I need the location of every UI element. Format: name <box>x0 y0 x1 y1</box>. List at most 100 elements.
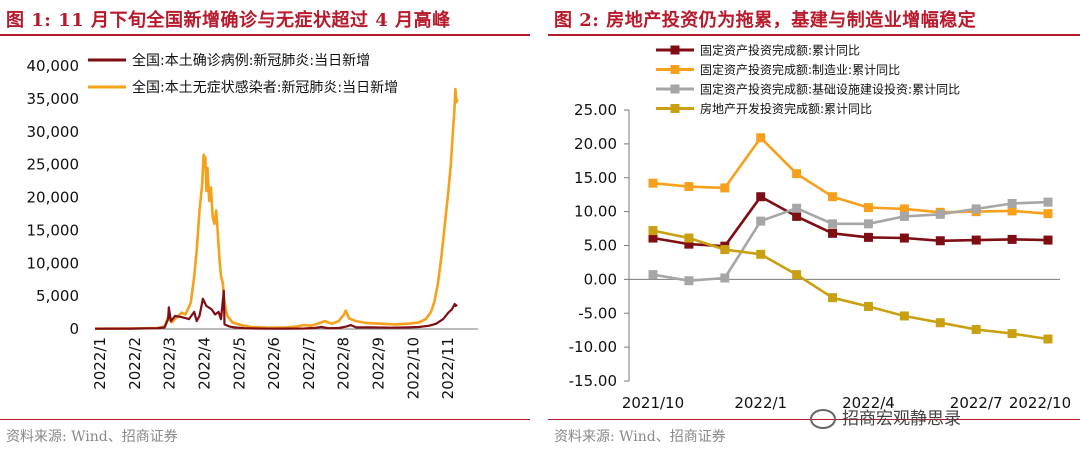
x-tick-label: 2022/4 <box>842 394 895 412</box>
series-4-point <box>684 233 694 243</box>
legend-label: 房地产开发投资完成额:累计同比 <box>700 101 872 116</box>
series-3-point <box>971 204 981 214</box>
series-4-point <box>863 301 873 311</box>
legend-marker <box>670 65 680 74</box>
series-4-point <box>1007 329 1017 339</box>
series-line-1 <box>94 289 458 330</box>
x-tick-label: 2022/7 <box>300 337 318 390</box>
series-1-point <box>792 211 802 221</box>
y-tick-label: 15,000 <box>27 221 80 239</box>
series-3-point <box>720 273 730 283</box>
y-tick-label: 0.00 <box>584 270 617 288</box>
wechat-icon <box>810 409 836 429</box>
series-4-point <box>971 325 981 335</box>
series-3-point <box>648 270 658 280</box>
series-1-point <box>863 232 873 242</box>
title-divider <box>0 34 530 36</box>
y-tick-label: -15.00 <box>569 372 617 390</box>
legend-label: 全国:本土无症状感染者:新冠肺炎:当日新增 <box>132 79 398 96</box>
x-tick-label: 2021/10 <box>622 394 684 412</box>
series-3-point <box>756 216 766 226</box>
series-2-point <box>684 182 694 192</box>
y-tick-label: 25.00 <box>574 101 617 119</box>
x-tick-label: 2022/10 <box>404 337 422 399</box>
legend-label: 固定资产投资完成额:基础设施建设投资:累计同比 <box>700 82 960 97</box>
chart-panel-1: 图 1: 11 月下旬全国新增确诊与无症状超过 4 月高峰 0 5,000 10,0… <box>0 0 530 464</box>
legend-marker <box>670 45 680 55</box>
x-tick-label: 2022/5 <box>230 337 248 390</box>
series-4-point <box>899 311 909 321</box>
series-4-point <box>935 318 945 328</box>
chart-2-title: 图 2: 房地产投资仍为拖累，基建与制造业增幅稳定 <box>554 10 977 31</box>
y-tick-label: 5.00 <box>584 237 617 255</box>
chart-1: 0 5,000 10,000 15,000 20,000 25,000 30,000 35,0… <box>27 52 478 399</box>
source-divider <box>0 419 530 420</box>
x-tick-label: 2022/7 <box>950 394 1003 412</box>
x-tick-label: 2022/1 <box>734 394 787 412</box>
series-2-point <box>756 133 766 143</box>
series-2-point <box>1043 209 1053 219</box>
chart-1-title: 图 1: 11 月下旬全国新增确诊与无症状超过 4 月高峰 <box>6 10 451 31</box>
legend-label: 全国:本土确诊病例:新冠肺炎:当日新增 <box>132 52 370 69</box>
series-2-point <box>828 192 838 202</box>
series-1-point <box>648 233 658 243</box>
series-3-point <box>863 219 873 229</box>
watermark: 招商宏观静思录 <box>810 404 961 429</box>
series-3-point <box>935 209 945 219</box>
y-tick-label: 15.00 <box>574 169 617 187</box>
series-line-2 <box>652 136 1049 215</box>
series-1-point <box>684 239 694 249</box>
y-tick-label: -10.00 <box>569 338 617 356</box>
series-4-point <box>720 245 730 255</box>
chart-2-source: 资料来源: Wind、招商证券 <box>554 429 726 445</box>
x-tick-label: 2022/4 <box>195 337 213 390</box>
series-2-point <box>792 169 802 179</box>
chart-2: -15.00 -10.00 -5.00 0.00 5.00 10.00 15.00 20.00… <box>569 43 1072 413</box>
x-tick-label: 2022/8 <box>335 337 353 390</box>
y-tick-label: 0 <box>69 320 79 338</box>
y-tick-label: 40,000 <box>27 57 80 75</box>
y-tick-label: 30,000 <box>27 123 80 141</box>
series-line-3 <box>652 200 1049 282</box>
x-tick-label: 2022/3 <box>161 337 179 390</box>
series-3-point <box>1043 197 1053 207</box>
y-tick-label: 20,000 <box>27 189 80 207</box>
legend-marker <box>670 104 680 113</box>
series-1-point <box>1043 235 1053 245</box>
series-line-1 <box>652 195 1049 248</box>
legend-marker <box>670 84 680 94</box>
series-1-point <box>828 228 838 238</box>
x-tick-label: 2022/2 <box>126 337 144 390</box>
x-tick-label: 2022/9 <box>370 337 388 390</box>
legend-label: 固定资产投资完成额:累计同比 <box>700 43 860 58</box>
watermark-text: 招商宏观静思录 <box>842 409 961 429</box>
series-3-point <box>828 219 838 229</box>
series-3-point <box>684 276 694 286</box>
series-line-4 <box>652 229 1049 341</box>
series-1-point <box>899 233 909 243</box>
series-4-point <box>648 226 658 236</box>
series-1-point <box>1007 234 1017 244</box>
series-3-point <box>792 203 802 213</box>
series-4-point <box>756 249 766 259</box>
y-tick-label: 35,000 <box>27 90 80 108</box>
chart-panel-2: 图 2: 房地产投资仍为拖累，基建与制造业增幅稳定 -15.00 -10.00 -5… <box>548 0 1080 464</box>
series-2-point <box>899 204 909 214</box>
title-divider <box>548 34 1080 36</box>
y-tick-label: 5,000 <box>36 287 79 305</box>
series-3-point <box>899 211 909 221</box>
series-3-point <box>1007 198 1017 208</box>
y-tick-label: 10,000 <box>27 254 80 272</box>
series-2-point <box>863 203 873 213</box>
series-2-point <box>648 178 658 188</box>
series-2-point <box>1007 206 1017 216</box>
series-1-point <box>935 236 945 246</box>
legend-label: 固定资产投资完成额:制造业:累计同比 <box>700 62 900 77</box>
y-tick-label: 25,000 <box>27 156 80 174</box>
series-2-point <box>720 183 730 193</box>
series-1-point <box>756 192 766 202</box>
series-4-point <box>1043 334 1053 344</box>
y-tick-label: 20.00 <box>574 135 617 153</box>
series-4-point <box>828 293 838 303</box>
x-tick-label: 2022/11 <box>439 337 457 399</box>
